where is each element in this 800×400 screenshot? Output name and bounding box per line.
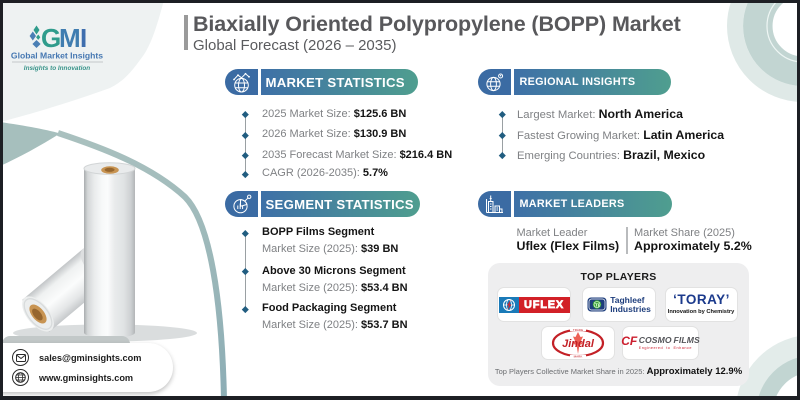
- svg-text:TRADE: TRADE: [573, 328, 583, 332]
- svg-text:Jindal: Jindal: [562, 338, 595, 350]
- svg-text:M: M: [59, 23, 81, 53]
- svg-text:Global Market Insights: Global Market Insights: [11, 51, 103, 61]
- svg-text:Insights to Innovation: Insights to Innovation: [24, 65, 90, 72]
- svg-text:MARK: MARK: [574, 355, 583, 359]
- svg-text:G: G: [41, 23, 61, 53]
- svg-text:I: I: [80, 23, 87, 53]
- svg-text:TI: TI: [595, 303, 599, 308]
